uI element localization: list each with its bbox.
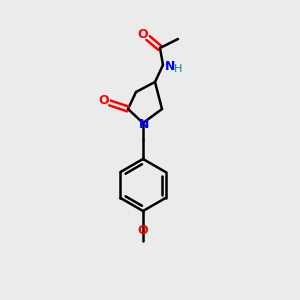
Text: N: N (165, 59, 175, 73)
Text: O: O (138, 28, 148, 41)
Text: N: N (139, 118, 149, 130)
Text: O: O (99, 94, 109, 107)
Text: O: O (138, 224, 148, 236)
Text: H: H (174, 64, 182, 74)
